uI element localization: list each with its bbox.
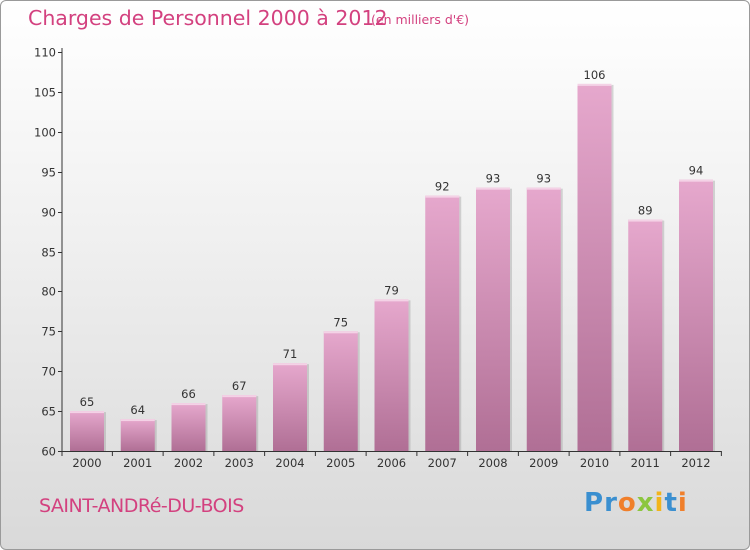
bar: [577, 83, 612, 452]
logo-letter: x: [636, 488, 655, 518]
y-tick-label: 105: [34, 86, 56, 100]
x-tick-label: 2002: [174, 456, 203, 470]
commune-name: SAINT-ANDRé-DU-BOIS: [39, 495, 244, 517]
bar-highlight: [628, 219, 663, 222]
logo-letter: P: [584, 488, 605, 518]
chart-title: Charges de Personnel 2000 à 2012: [28, 6, 388, 30]
bar: [476, 187, 510, 451]
bar-highlight: [577, 83, 612, 86]
y-tick-label: 95: [41, 166, 56, 180]
bar: [171, 403, 206, 451]
bar-value-label: 64: [130, 403, 145, 417]
x-tick-label: 2009: [529, 456, 558, 470]
bar-highlight: [526, 187, 561, 190]
logo-letter: t: [664, 488, 678, 518]
bar-highlight: [323, 331, 358, 334]
x-tick-label: 2007: [428, 456, 457, 470]
bar: [222, 395, 257, 451]
bar-highlight: [120, 419, 155, 422]
bar-value-label: 106: [584, 68, 606, 82]
y-tick-label: 110: [34, 46, 56, 60]
bar-value-label: 92: [435, 180, 450, 194]
x-tick-label: 2000: [72, 456, 101, 470]
bar-value-label: 79: [384, 283, 399, 297]
bar: [425, 195, 460, 451]
bar-highlight: [222, 395, 257, 398]
bar-value-label: 89: [638, 204, 653, 218]
y-tick-label: 70: [41, 365, 56, 379]
x-tick-label: 2003: [225, 456, 254, 470]
bar-value-label: 94: [689, 164, 704, 178]
bar: [323, 331, 358, 451]
bar: [628, 219, 663, 451]
y-tick-label: 100: [34, 126, 56, 140]
bar-highlight: [476, 187, 510, 190]
bar-value-label: 93: [486, 172, 501, 186]
x-tick-label: 2011: [631, 456, 660, 470]
bar-highlight: [679, 179, 713, 182]
bar: [374, 299, 409, 451]
bar-value-label: 65: [80, 395, 95, 409]
bar-highlight: [171, 403, 206, 406]
y-tick-label: 90: [41, 206, 56, 220]
chart-subtitle: (en milliers d'€): [371, 12, 470, 27]
proxiti-logo: Proxiti: [584, 488, 688, 518]
logo-letter: i: [654, 488, 665, 518]
x-tick-label: 2010: [580, 456, 609, 470]
x-tick-label: 2001: [123, 456, 152, 470]
y-tick-label: 65: [41, 405, 56, 419]
y-tick-label: 80: [41, 285, 56, 299]
bar-highlight: [70, 411, 104, 414]
bar: [526, 187, 561, 451]
x-tick-label: 2008: [478, 456, 507, 470]
bar-highlight: [425, 195, 460, 198]
bar: [120, 419, 155, 451]
logo-letter: o: [617, 488, 637, 518]
x-tick-label: 2006: [377, 456, 406, 470]
bar-highlight: [374, 299, 409, 302]
bar: [70, 411, 104, 451]
y-tick-label: 85: [41, 246, 56, 260]
y-tick-label: 75: [41, 325, 56, 339]
bar: [273, 363, 307, 451]
y-tick-label: 60: [41, 445, 56, 459]
bar-value-label: 75: [333, 315, 348, 329]
bar-value-label: 93: [536, 172, 551, 186]
bar-value-label: 71: [283, 347, 298, 361]
x-tick-label: 2012: [681, 456, 710, 470]
bar-value-label: 66: [181, 387, 196, 401]
bar-value-label: 67: [232, 379, 247, 393]
logo-letter: r: [604, 488, 618, 518]
x-tick-label: 2004: [275, 456, 304, 470]
x-tick-label: 2005: [326, 456, 355, 470]
bar-highlight: [273, 363, 307, 366]
logo-letter: i: [677, 488, 688, 518]
bar: [679, 179, 713, 451]
